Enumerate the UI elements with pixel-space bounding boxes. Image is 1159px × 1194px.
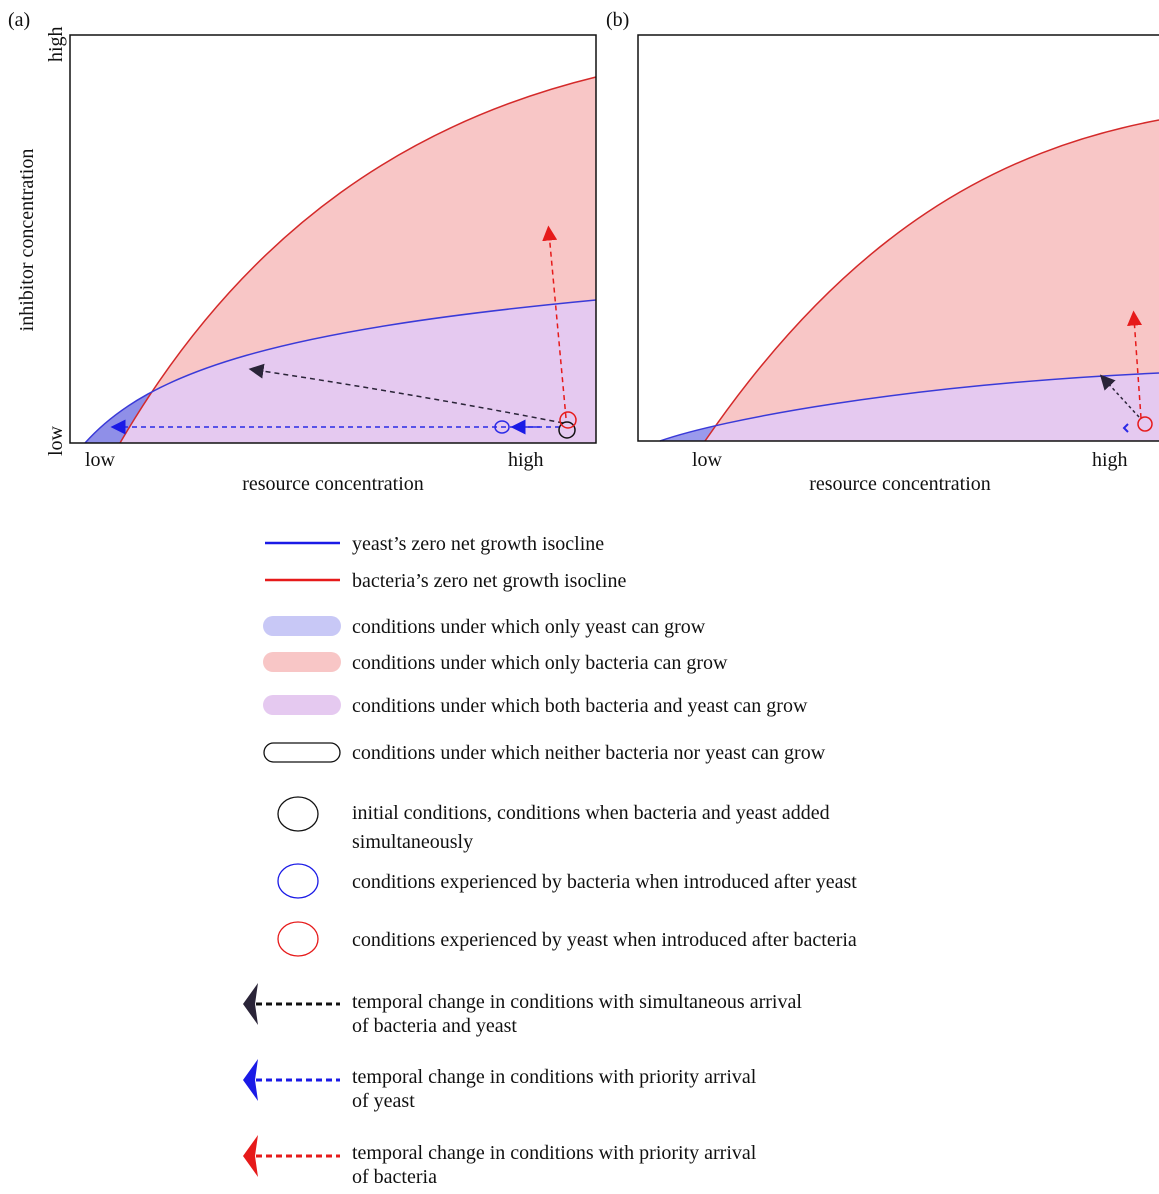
bacteria-isocline [119,76,597,444]
legend-label: temporal change in conditions with prior… [352,1142,757,1164]
condition-marker [1137,416,1153,432]
legend-label: conditions experienced by yeast when int… [352,929,857,951]
bacteria-arrow [542,225,567,419]
legend-label: temporal change in conditions with simul… [352,991,802,1013]
legend-swatch [263,742,341,763]
legend-label: of bacteria and yeast [352,1015,517,1037]
legend-swatch [243,983,258,1025]
legend-label: temporal change in conditions with prior… [352,1066,757,1088]
both-region [120,300,596,443]
legend-label: bacteria’s zero net growth isocline [352,570,626,592]
condition-marker [558,421,576,439]
y-tick-label: low [45,425,67,456]
yeast-isocline [659,372,1159,442]
legend-label: conditions under which only yeast can gr… [352,616,706,638]
legend-swatch [263,616,341,636]
legend-swatch [243,1059,258,1101]
x-tick-label: low [692,449,723,471]
bacteria-isocline [704,119,1159,442]
bacteria-region [705,120,1159,441]
x-axis-title: resource concentration [809,473,991,495]
simultaneous-arrow [1099,374,1140,418]
simultaneous-arrow [248,363,564,424]
yeast-arrow [1122,423,1129,433]
legend-label: of bacteria [352,1166,437,1188]
plot-frame [637,34,1159,442]
condition-marker [559,411,577,429]
legend-label: yeast’s zero net growth isocline [352,533,604,555]
legend-label: simultaneously [352,831,473,853]
y-tick-label: high [45,26,67,62]
panel-label: (b) [606,9,629,31]
x-axis-title: resource concentration [242,473,424,495]
x-tick-label: low [85,449,116,471]
legend-label: of yeast [352,1090,415,1112]
legend-swatch [243,1135,258,1177]
legend-swatch [277,796,319,832]
legend: yeast’s zero net growth isocline bacteri… [243,533,857,1188]
x-tick-label: high [1092,449,1128,471]
bacteria-arrow [1127,310,1143,419]
legend-label: conditions under which neither bacteria … [352,742,826,764]
panel-label: (a) [8,9,30,31]
legend-label: conditions under which only bacteria can… [352,652,728,674]
legend-label: initial conditions, conditions when bact… [352,802,830,824]
legend-swatch [277,863,319,899]
legend-label: conditions under which both bacteria and… [352,695,808,717]
legend-swatch [263,652,341,672]
x-tick-label: high [508,449,544,471]
plot-frame [69,34,597,444]
yeast-isocline [84,299,597,444]
legend-label: conditions experienced by bacteria when … [352,871,857,893]
both-region [705,373,1159,441]
legend-swatch [263,695,341,715]
y-axis-title: inhibitor concentration [16,149,38,332]
legend-swatch [277,921,319,957]
condition-marker [494,420,510,434]
